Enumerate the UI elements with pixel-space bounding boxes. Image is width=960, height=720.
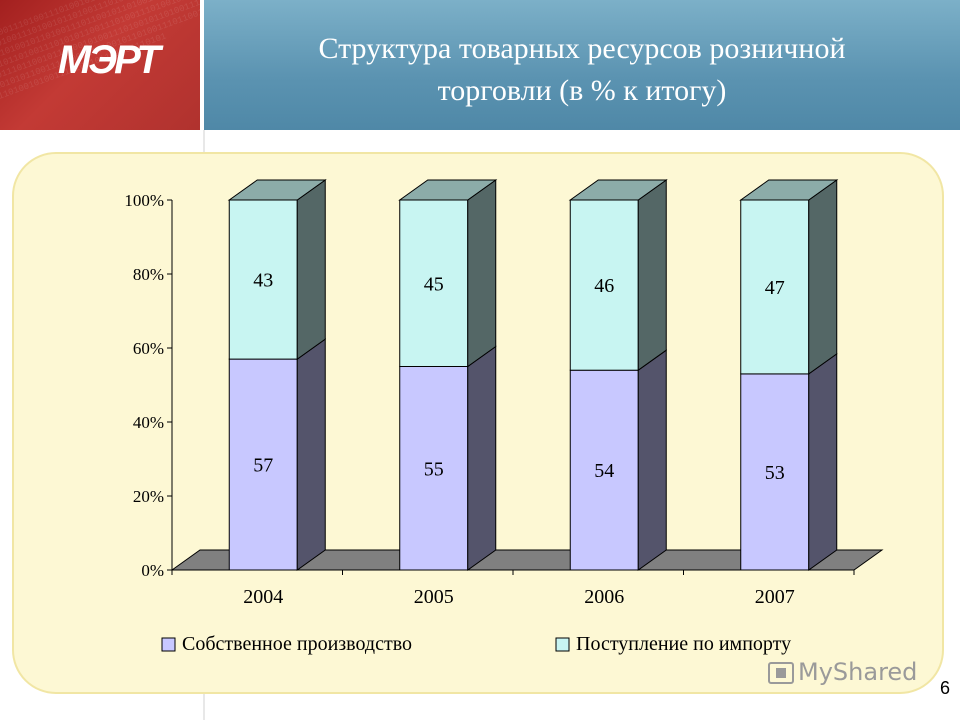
slide-title-line-1: Структура товарных ресурсов розничной	[318, 32, 846, 65]
mert-logo: МЭРТ	[58, 38, 161, 82]
data-label: 53	[765, 462, 785, 484]
bar-side	[467, 345, 497, 571]
data-label: 55	[424, 458, 444, 480]
data-label: 57	[253, 455, 273, 477]
presentation-icon	[768, 662, 794, 684]
bar-segment	[228, 199, 298, 360]
y-tick-label: 80%	[133, 265, 164, 284]
data-label: 46	[594, 275, 614, 297]
y-tick-label: 60%	[133, 339, 164, 358]
data-label: 54	[594, 460, 614, 482]
x-tick-label: 2004	[243, 586, 283, 608]
bar-side	[296, 179, 326, 361]
bar-segment	[569, 369, 639, 571]
legend-label: Собственное производство	[182, 633, 412, 655]
bar-segment	[399, 199, 469, 367]
bar-segment	[569, 199, 639, 371]
slide-title: Структура товарных ресурсов розничной то…	[204, 28, 960, 112]
bar-top	[568, 179, 668, 201]
bar-segment	[740, 199, 810, 375]
bar-top	[739, 179, 839, 201]
bar-top	[227, 179, 327, 201]
bar-top	[398, 179, 498, 201]
y-tick-label: 20%	[133, 487, 164, 506]
legend-swatch	[161, 637, 176, 652]
slide-header: Структура товарных ресурсов розничной то…	[204, 0, 960, 130]
slide-title-line-2: торговли (в % к итогу)	[437, 74, 727, 107]
bar-segment	[740, 373, 810, 571]
bar-side	[808, 179, 838, 375]
watermark-text: MyShared	[798, 658, 918, 686]
bar-side	[467, 179, 497, 368]
x-tick-label: 2006	[584, 586, 624, 608]
bar-side	[637, 179, 667, 372]
watermark: MyShared	[768, 658, 917, 686]
data-label: 47	[765, 277, 785, 299]
y-tick-label: 100%	[124, 191, 164, 210]
x-tick-label: 2005	[414, 586, 454, 608]
bar-side	[296, 338, 326, 571]
page-number: 6	[940, 678, 951, 698]
legend-swatch	[555, 637, 570, 652]
y-tick-label: 0%	[141, 561, 164, 580]
x-tick-label: 2007	[755, 586, 795, 608]
data-label: 43	[253, 270, 273, 292]
data-label: 45	[424, 273, 444, 295]
bar-side	[808, 352, 838, 571]
legend-label: Поступление по импорту	[576, 633, 791, 655]
y-tick-label: 40%	[133, 413, 164, 432]
bar-side	[637, 349, 667, 571]
logo-panel: 0101100111010011101001011010011101100101…	[0, 0, 200, 130]
